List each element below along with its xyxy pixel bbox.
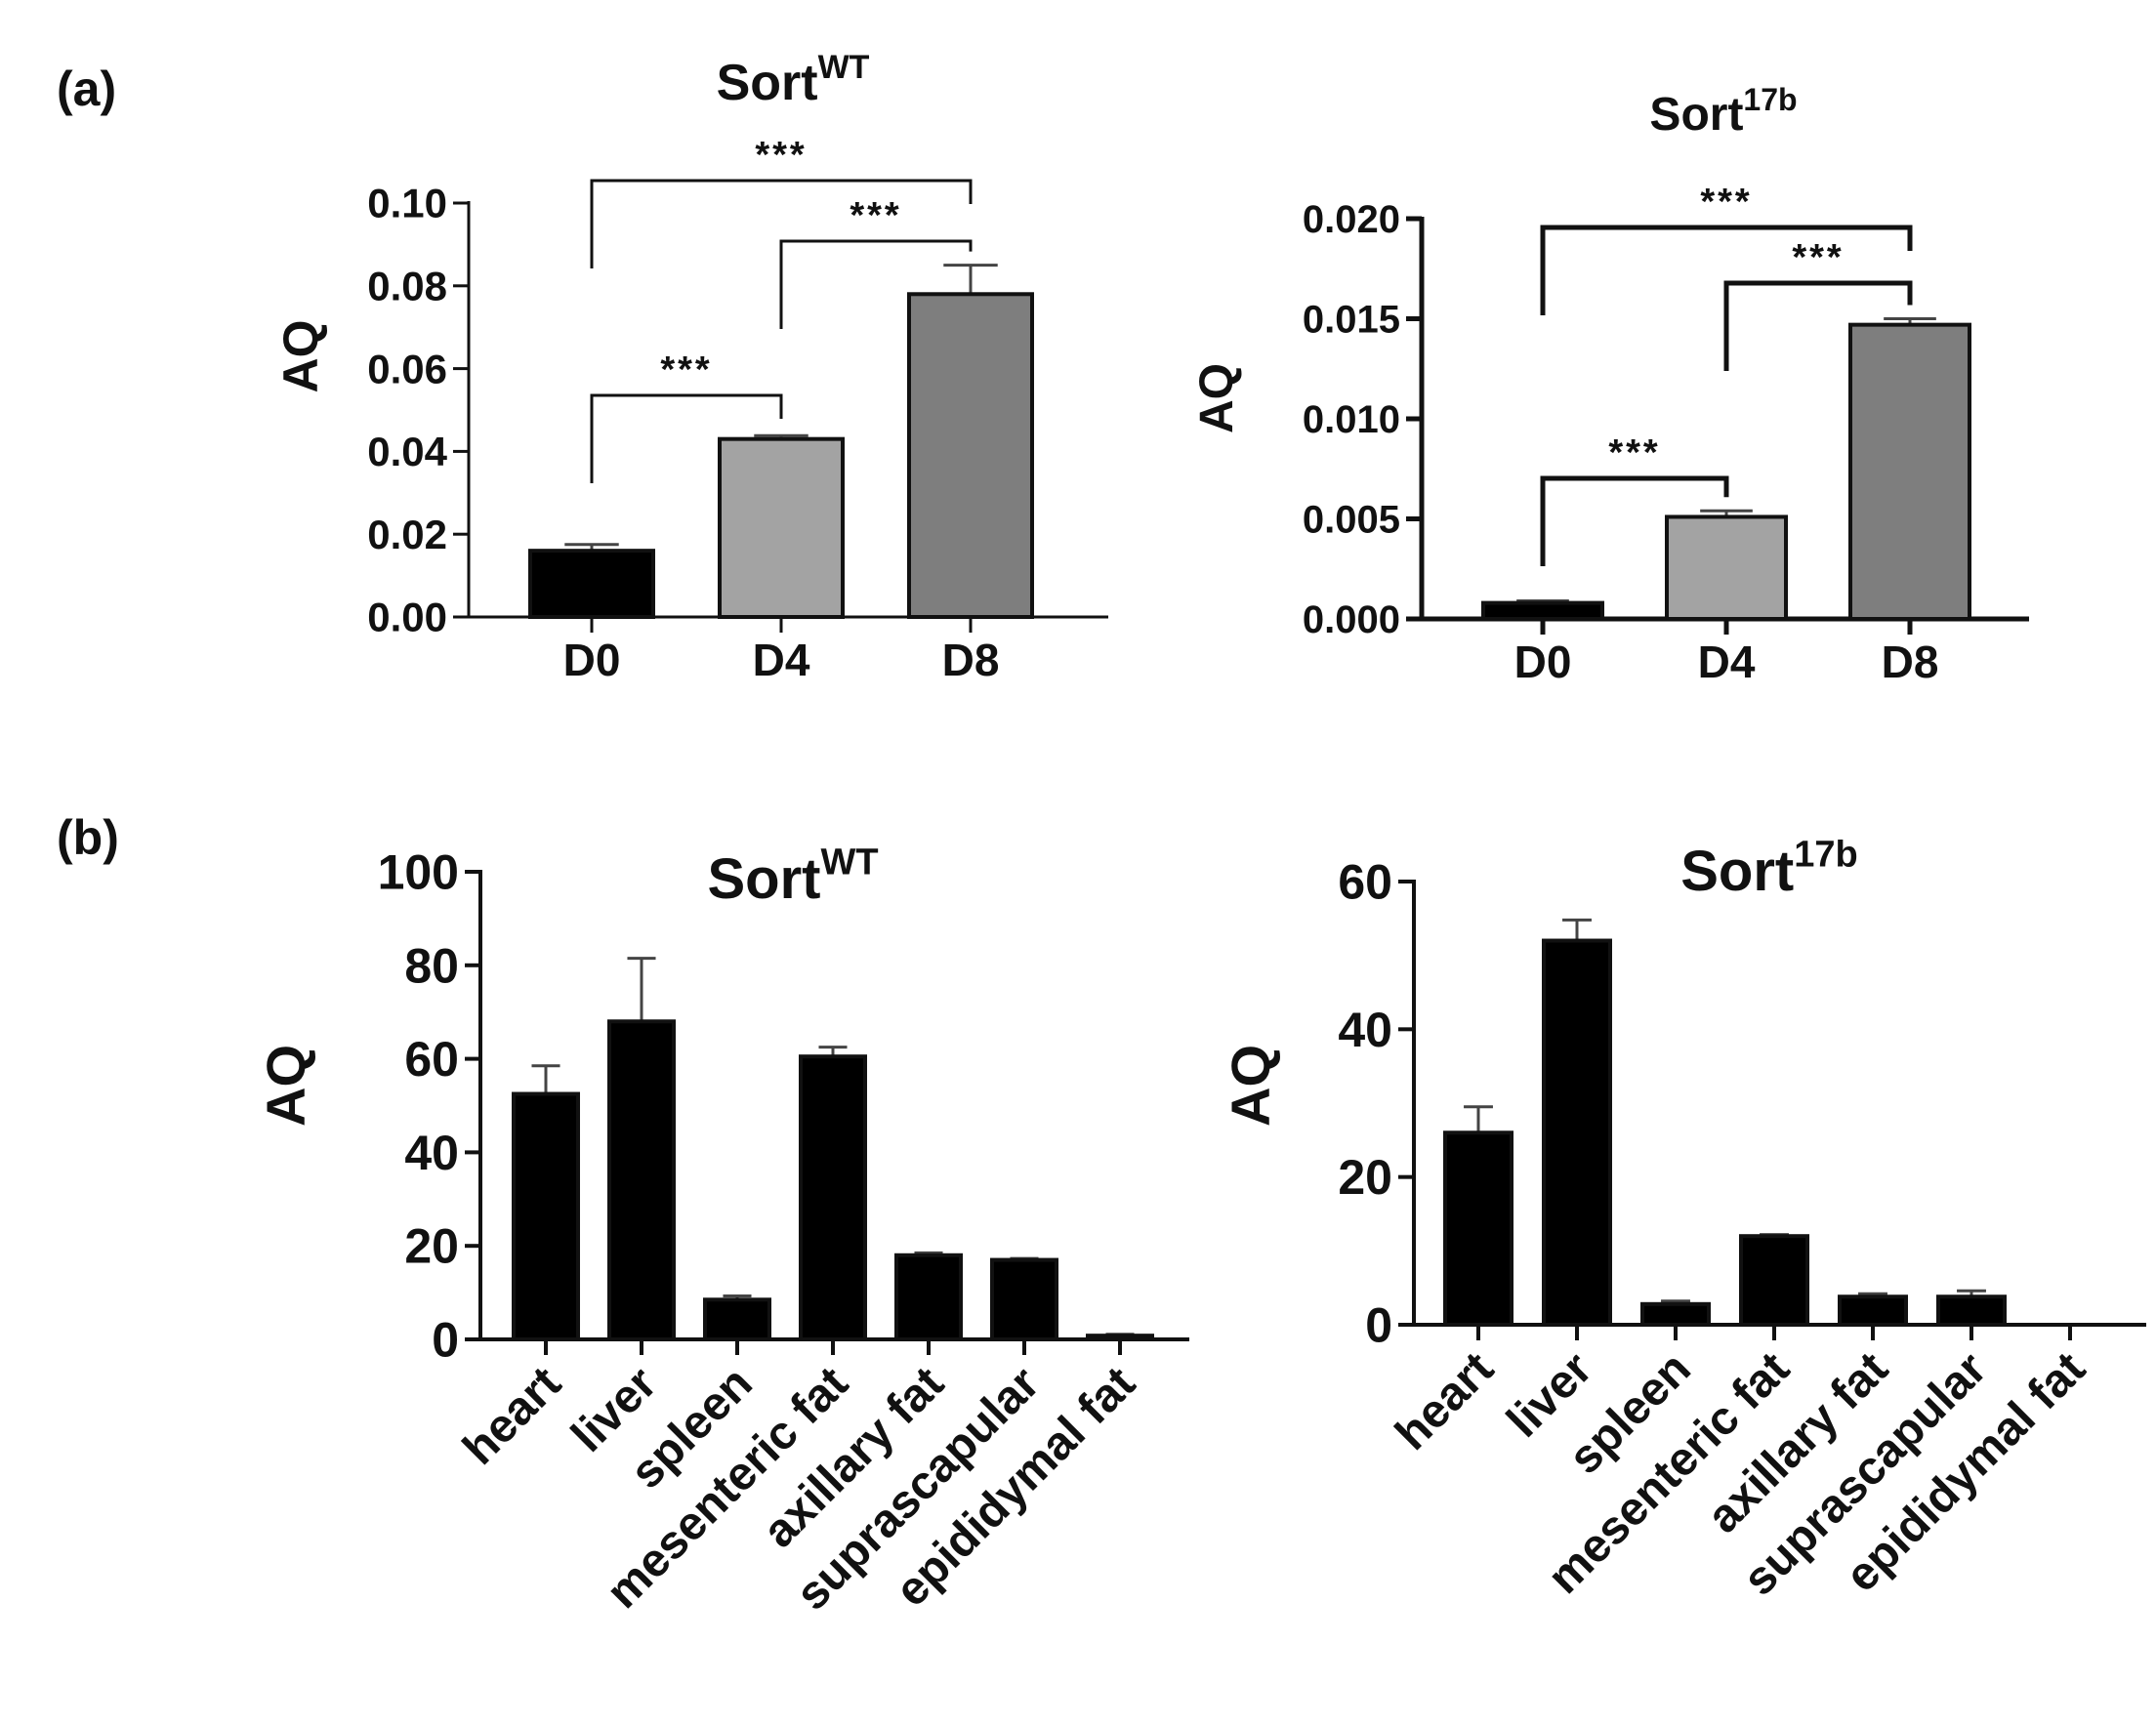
y-tick-label: 0.015 <box>1303 299 1400 342</box>
significance-bracket <box>1723 280 1913 371</box>
bar-spleen <box>703 1297 771 1342</box>
y-tick-label: 0.10 <box>367 181 447 226</box>
significance-bracket <box>590 179 973 268</box>
y-tick-label: 0 <box>432 1313 459 1368</box>
significance-label: *** <box>755 135 807 176</box>
x-tick-label-d0: D0 <box>563 635 621 685</box>
bar-d0 <box>1481 600 1604 621</box>
chart-title: SortWT <box>717 49 870 111</box>
y-tick-label: 0.00 <box>367 595 447 640</box>
significance-label: *** <box>1608 432 1660 473</box>
y-tick-label: 0.06 <box>367 346 447 391</box>
panel-label-a: (a) <box>57 62 116 116</box>
y-axis-label: AQ <box>255 1045 316 1127</box>
bar-heart <box>1443 1130 1513 1328</box>
bar-axillary-fat <box>1838 1294 1908 1328</box>
y-tick-label: 0.005 <box>1303 499 1400 542</box>
bar-d8 <box>907 292 1034 619</box>
chart-title-base: Sort <box>707 847 820 911</box>
y-axis-label: AQ <box>1191 363 1243 433</box>
y-axis-label: AQ <box>1220 1045 1281 1127</box>
panel-label-b: (b) <box>57 810 119 865</box>
bar-d8 <box>1848 322 1971 621</box>
bar-mesenteric-fat <box>1739 1234 1809 1327</box>
chart-title-superscript: WT <box>818 49 870 86</box>
y-axis-label: AQ <box>273 320 328 393</box>
x-tick-label-d4: D4 <box>1698 637 1756 687</box>
x-tick-label-heart: heart <box>453 1357 570 1474</box>
y-tick-label: 20 <box>404 1219 459 1274</box>
chart-a-sort-17b: Sort17b AQ 0.000 0.005 0.010 0.015 0.020 D0 D4 D8… <box>1191 82 2029 687</box>
bar-spleen <box>1640 1301 1711 1328</box>
x-tick-label-d4: D4 <box>753 635 810 685</box>
bar-d0 <box>528 549 655 619</box>
y-tick-label: 100 <box>378 845 459 900</box>
chart-title-base: Sort <box>1649 89 1743 141</box>
bar-suprascapular <box>990 1257 1058 1341</box>
bar-liver <box>607 1019 676 1342</box>
significance-label: *** <box>850 195 901 236</box>
y-tick-label: 0.020 <box>1303 198 1400 241</box>
y-tick-label: 20 <box>1338 1150 1392 1205</box>
y-tick-label: 0.08 <box>367 264 447 309</box>
significance-label: *** <box>1792 237 1844 278</box>
significance-bracket <box>1540 475 1729 566</box>
chart-title-superscript: 17b <box>1743 82 1797 117</box>
chart-title-base: Sort <box>1680 840 1794 903</box>
significance-bracket <box>779 239 973 329</box>
y-tick-label: 0.010 <box>1303 398 1400 441</box>
y-tick-label: 60 <box>1338 855 1392 910</box>
y-tick-label: 40 <box>404 1126 459 1180</box>
y-tick-label: 0.000 <box>1303 598 1400 641</box>
chart-a-sort-wt: SortWT AQ 0.00 0.02 0.04 0.06 0.08 0.10 D0 D4 D8 **… <box>273 49 1108 685</box>
y-tick-label: 0 <box>1365 1298 1392 1353</box>
y-tick-label: 60 <box>404 1032 459 1087</box>
chart-title-superscript: 17b <box>1794 835 1857 876</box>
chart-title-superscript: WT <box>820 842 878 883</box>
bar-suprascapular <box>1936 1294 2007 1328</box>
y-tick-label: 0.04 <box>367 429 447 474</box>
y-tick-label: 0.02 <box>367 512 447 557</box>
chart-b-sort-17b: Sort17bAQ0204060heartliverspleenmesenter… <box>1220 835 2146 1606</box>
x-tick-label-heart: heart <box>1386 1342 1503 1459</box>
x-tick-label-d8: D8 <box>1882 637 1939 687</box>
chart-title: Sort17b <box>1680 835 1857 903</box>
bar-d4 <box>1665 514 1788 622</box>
y-tick-label: 80 <box>404 938 459 993</box>
significance-label: *** <box>660 349 712 390</box>
bar-epididymal-fat <box>1086 1334 1154 1341</box>
chart-b-sort-wt: SortWTAQ020406080100heartliverspleenmese… <box>255 842 1189 1621</box>
bar-mesenteric-fat <box>799 1054 867 1341</box>
bar-liver <box>1542 938 1612 1327</box>
chart-title: SortWT <box>707 842 878 911</box>
bar-axillary-fat <box>894 1253 963 1342</box>
significance-label: *** <box>1700 182 1752 223</box>
chart-title-base: Sort <box>717 55 818 111</box>
significance-bracket <box>590 393 783 483</box>
bar-heart <box>512 1091 580 1342</box>
y-tick-label: 40 <box>1338 1003 1392 1057</box>
significance-bracket <box>1540 225 1913 315</box>
x-tick-label-d8: D8 <box>942 635 1000 685</box>
bar-d4 <box>718 436 845 619</box>
chart-title: Sort17b <box>1649 82 1797 141</box>
x-tick-label-d0: D0 <box>1514 637 1572 687</box>
